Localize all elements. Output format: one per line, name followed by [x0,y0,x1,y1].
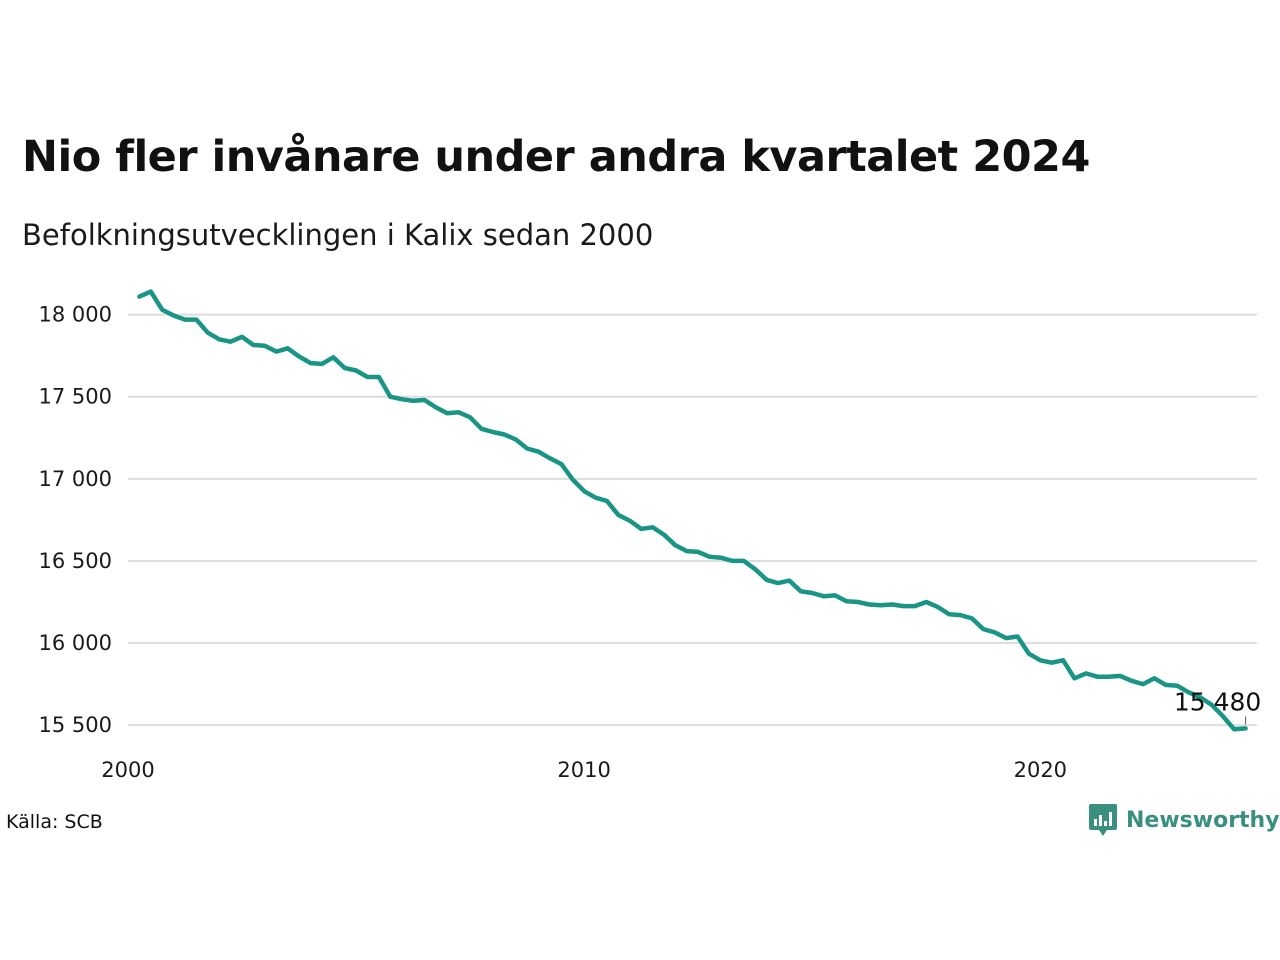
brand[interactable]: Newsworthy [1088,803,1280,837]
newsworthy-logo-icon [1089,804,1117,836]
y-tick-label: 16 000 [39,631,112,655]
series-layer [137,289,1248,732]
y-tick-label: 18 000 [39,303,112,327]
y-tick-label: 15 500 [39,713,112,737]
x-tick-label: 2020 [1014,758,1067,782]
x-tick-label: 2010 [557,758,610,782]
grid-lines [128,313,1257,727]
x-tick-label: 2000 [101,758,154,782]
y-axis-labels: 15 500 16 000 16 500 17 000 17 500 18 000 [39,303,112,738]
end-value-label: 15 480 [1174,687,1261,716]
y-tick-label: 17 000 [39,467,112,491]
end-annotation: 15 480 [1174,687,1261,725]
y-tick-label: 17 500 [39,385,112,409]
chart-subtitle: Befolkningsutvecklingen i Kalix sedan 20… [22,218,654,252]
y-tick-label: 16 500 [39,549,112,573]
brand-name: Newsworthy [1126,807,1280,833]
x-axis-labels: 2000 2010 2020 [101,758,1067,782]
chart-title: Nio fler invånare under andra kvartalet … [22,132,1090,182]
source-note: Källa: SCB [6,811,103,833]
series-line [137,289,1248,732]
